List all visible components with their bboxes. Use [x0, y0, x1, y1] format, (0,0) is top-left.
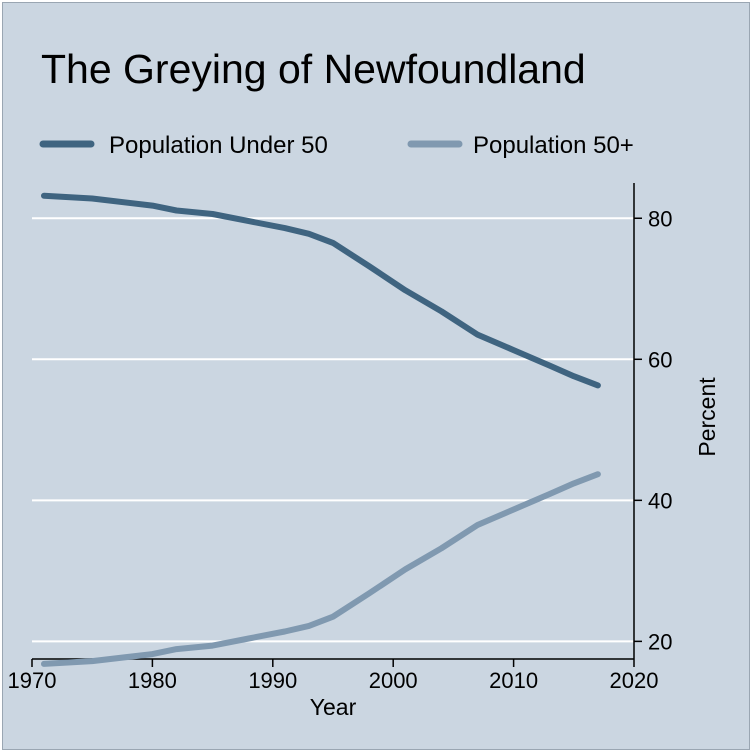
x-tick-label-2020: 2020 — [610, 668, 659, 693]
x-tick-label-1990: 1990 — [248, 668, 297, 693]
axes — [31, 183, 642, 667]
series-line-50-plus — [41, 471, 601, 667]
tick-labels: 20 40 60 80 1970 1980 1990 2000 2010 2020 — [8, 206, 673, 693]
y-axis-title: Percent — [694, 377, 720, 457]
x-axis-title: Year — [310, 694, 357, 720]
chart-svg: The Greying of Newfoundland Population U… — [8, 46, 720, 720]
x-tick-label-2010: 2010 — [489, 668, 538, 693]
x-tick-label-1980: 1980 — [128, 668, 177, 693]
gridlines — [32, 217, 634, 643]
y-tick-label-80: 80 — [648, 206, 672, 231]
series-lines — [41, 192, 601, 667]
x-tick-label-2000: 2000 — [369, 668, 418, 693]
y-tick-label-60: 60 — [648, 347, 672, 372]
y-tick-label-20: 20 — [648, 629, 672, 654]
legend: Population Under 50 Population 50+ — [39, 132, 634, 159]
legend-label-50-plus: Population 50+ — [473, 132, 634, 159]
y-tick-label-40: 40 — [648, 488, 672, 513]
legend-label-under-50: Population Under 50 — [109, 132, 328, 159]
chart-title: The Greying of Newfoundland — [41, 46, 586, 92]
series-line-under-50 — [41, 192, 601, 389]
x-tick-label-1970: 1970 — [8, 668, 57, 693]
